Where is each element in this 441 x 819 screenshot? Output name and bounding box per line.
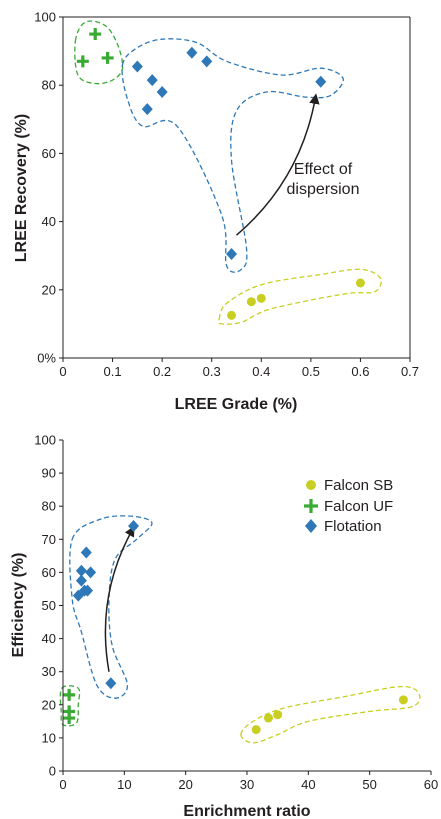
point-flotation — [201, 55, 213, 68]
point-falcon-sb — [246, 297, 256, 307]
point-falcon-sb — [256, 293, 266, 303]
x-tick-label: 20 — [178, 777, 192, 792]
point-flotation — [75, 564, 87, 577]
data-points — [76, 28, 365, 320]
x-tick-label: 60 — [424, 777, 438, 792]
arrow-line — [236, 93, 320, 236]
legend-item-falcon-sb: Falcon SB — [306, 477, 393, 494]
point-falcon-uf — [63, 688, 76, 701]
legend-marker-falcon-uf — [304, 499, 318, 513]
y-tick-label: 80 — [42, 499, 56, 514]
legend-item-flotation: Flotation — [305, 518, 382, 535]
x-tick-label: 50 — [362, 777, 376, 792]
legend: Falcon SB Falcon UF Flotation — [304, 477, 393, 535]
legend-marker-falcon-sb — [306, 480, 316, 490]
x-tick-label: 40 — [301, 777, 315, 792]
point-falcon-sb — [263, 713, 273, 723]
y-tick-label: 100 — [34, 10, 56, 25]
dispersion-arrow — [236, 93, 320, 236]
tick-labels: 0 10 20 30 40 50 60 0 10 20 30 40 50 60 70 80 90 100 — [34, 433, 438, 793]
recovery-vs-grade-chart: 0 0.1 0.2 0.3 0.4 0.5 0.6 0.7 0% 20 40 60 80 100 Effe… — [13, 10, 419, 414]
point-falcon-uf — [63, 712, 76, 725]
legend-item-falcon-uf: Falcon UF — [304, 498, 393, 515]
point-falcon-sb — [251, 725, 261, 735]
x-tick-label: 0.7 — [401, 364, 419, 379]
point-flotation — [315, 75, 327, 88]
y-tick-label: 90 — [42, 466, 56, 481]
annotation-line-2: dispersion — [287, 181, 360, 198]
y-tick-label: 70 — [42, 532, 56, 547]
y-tick-label: 0% — [37, 351, 56, 366]
annotation-line-1: Effect of — [294, 161, 353, 178]
y-tick-label: 30 — [42, 664, 56, 679]
point-flotation — [226, 247, 238, 260]
point-flotation — [80, 546, 92, 559]
x-axis-title: LREE Grade (%) — [175, 396, 298, 413]
y-tick-label: 20 — [42, 697, 56, 712]
point-flotation — [85, 566, 97, 579]
x-tick-label: 0 — [59, 777, 66, 792]
x-tick-label: 0.1 — [104, 364, 122, 379]
group-outlines — [59, 515, 421, 744]
point-flotation — [105, 677, 117, 690]
y-tick-label: 40 — [42, 214, 56, 229]
y-tick-label: 80 — [42, 78, 56, 93]
data-points — [63, 520, 408, 735]
outline-flotation — [69, 515, 153, 699]
outline-flotation — [121, 38, 344, 273]
outline-falcon-sb — [240, 685, 421, 744]
legend-marker-flotation — [305, 519, 317, 533]
x-tick-label: 0.6 — [351, 364, 369, 379]
y-tick-label: 40 — [42, 631, 56, 646]
y-tick-label: 50 — [42, 598, 56, 613]
legend-label-falcon-sb: Falcon SB — [324, 477, 393, 494]
point-flotation — [156, 86, 168, 99]
outline-falcon-sb — [217, 268, 382, 325]
trend-arrow — [104, 525, 135, 672]
y-axis-title: Efficiency (%) — [10, 553, 27, 658]
x-tick-label: 0.3 — [203, 364, 221, 379]
group-outlines — [74, 20, 382, 325]
point-flotation — [75, 574, 87, 587]
axes — [62, 16, 411, 359]
x-tick-label: 0.2 — [153, 364, 171, 379]
point-falcon-sb — [273, 710, 283, 720]
point-falcon-sb — [355, 278, 365, 288]
point-falcon-uf — [101, 51, 114, 64]
x-axis-title: Enrichment ratio — [183, 803, 310, 819]
y-tick-label: 60 — [42, 565, 56, 580]
point-falcon-sb — [398, 695, 408, 705]
point-flotation — [131, 60, 143, 73]
point-flotation — [141, 103, 153, 116]
x-tick-label: 0 — [59, 364, 66, 379]
point-falcon-uf — [76, 55, 89, 68]
y-tick-label: 100 — [34, 433, 56, 448]
point-falcon-sb — [227, 310, 237, 320]
outline-falcon-uf — [74, 20, 124, 85]
point-flotation — [146, 74, 158, 87]
y-tick-label: 0 — [49, 764, 56, 779]
y-tick-label: 20 — [42, 282, 56, 297]
legend-label-falcon-uf: Falcon UF — [324, 498, 393, 515]
y-tick-label: 60 — [42, 146, 56, 161]
legend-label-flotation: Flotation — [324, 518, 382, 535]
point-flotation — [186, 46, 198, 59]
arrow-line — [104, 525, 135, 672]
point-falcon-uf — [89, 28, 102, 41]
efficiency-vs-enrichment-chart: 0 10 20 30 40 50 60 0 10 20 30 40 50 60 70 80 90 100 Falc… — [10, 433, 438, 819]
outline-falcon-uf — [59, 685, 81, 727]
x-tick-label: 30 — [240, 777, 254, 792]
point-flotation — [128, 520, 140, 533]
x-tick-label: 0.4 — [252, 364, 270, 379]
x-tick-label: 0.5 — [302, 364, 320, 379]
tick-labels: 0 0.1 0.2 0.3 0.4 0.5 0.6 0.7 0% 20 40 60 80 100 — [34, 10, 419, 380]
point-flotation — [82, 584, 94, 597]
y-tick-label: 10 — [42, 730, 56, 745]
x-tick-label: 10 — [117, 777, 131, 792]
y-axis-title: LREE Recovery (%) — [13, 114, 30, 263]
